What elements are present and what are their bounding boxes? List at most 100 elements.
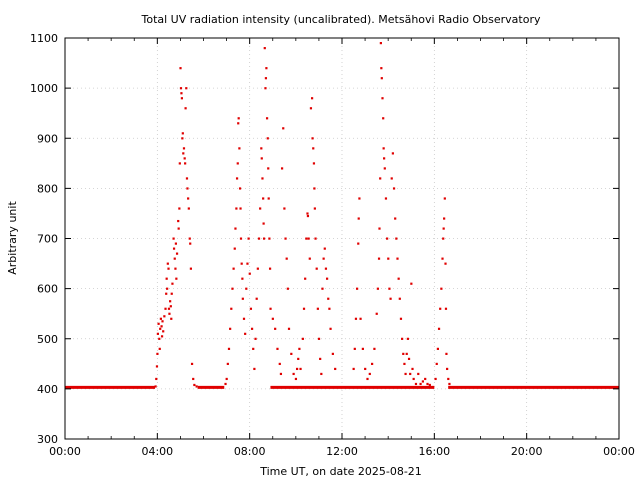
data-point	[302, 307, 306, 310]
data-point	[388, 287, 391, 290]
data-point	[234, 227, 237, 230]
x-tick-label: 04:00	[141, 445, 173, 458]
data-point	[253, 367, 256, 371]
data-point	[361, 347, 364, 350]
data-point	[262, 222, 265, 225]
data-point	[235, 207, 238, 210]
data-point	[178, 162, 181, 165]
data-point	[421, 380, 424, 383]
data-point	[331, 352, 334, 355]
data-point	[448, 382, 451, 386]
data-point	[226, 362, 229, 366]
y-tick-label: 900	[37, 132, 58, 145]
data-point	[403, 362, 406, 366]
data-point	[442, 237, 445, 240]
data-point	[282, 127, 285, 130]
data-point	[264, 77, 268, 80]
data-point	[394, 217, 397, 220]
data-point	[180, 92, 183, 95]
data-point	[357, 217, 360, 220]
data-point	[248, 272, 251, 275]
data-point	[329, 327, 332, 330]
data-point	[327, 297, 330, 300]
data-point	[160, 335, 164, 338]
data-point	[315, 267, 318, 270]
data-point	[260, 147, 263, 150]
chart-title: Total UV radiation intensity (uncalibrat…	[141, 13, 541, 26]
data-point	[157, 322, 160, 325]
data-point	[161, 320, 164, 323]
data-point	[271, 317, 274, 320]
data-point	[366, 377, 369, 381]
data-point	[237, 117, 240, 120]
data-point	[444, 307, 448, 310]
data-point	[166, 262, 169, 265]
y-tick-label: 1000	[30, 82, 58, 95]
data-point	[265, 117, 269, 120]
data-point	[443, 197, 446, 200]
data-point	[383, 157, 386, 160]
data-point	[250, 327, 254, 330]
data-point	[246, 262, 249, 265]
data-point	[306, 212, 309, 215]
data-point	[175, 252, 179, 255]
data-point	[184, 107, 187, 110]
data-point	[173, 257, 176, 260]
data-point	[306, 214, 310, 218]
data-point	[263, 47, 266, 50]
data-point	[328, 307, 331, 310]
data-point	[319, 357, 322, 360]
data-point	[232, 267, 235, 270]
data-point	[276, 347, 279, 350]
x-tick-label: 00:00	[603, 445, 635, 458]
y-tick-label: 800	[37, 182, 58, 195]
data-point	[396, 257, 399, 260]
y-tick-label: 600	[37, 283, 58, 296]
data-point	[154, 385, 157, 388]
data-point	[324, 267, 328, 270]
data-point	[156, 352, 159, 355]
data-point	[436, 347, 439, 350]
data-point	[377, 257, 381, 260]
data-point	[236, 162, 239, 165]
data-point	[353, 347, 356, 350]
data-point	[310, 97, 314, 100]
ticks-layer: 00:00 04:00 08:00 12:00 16:00 20:00 00:0030040…	[30, 32, 635, 458]
data-point	[189, 267, 193, 270]
data-point	[169, 305, 172, 308]
data-point	[255, 297, 258, 300]
data-point	[178, 207, 181, 210]
data-point	[167, 307, 171, 310]
data-point	[229, 327, 232, 330]
data-point	[185, 177, 189, 180]
data-point	[313, 207, 316, 210]
data-point	[244, 332, 247, 335]
data-point	[185, 87, 188, 90]
data-point	[168, 312, 171, 315]
data-point	[285, 257, 288, 260]
data-point	[235, 177, 239, 180]
data-point	[308, 257, 311, 260]
data-point	[240, 262, 243, 265]
y-tick-label: 500	[37, 333, 58, 346]
data-point	[274, 327, 277, 330]
grid-layer	[65, 38, 619, 439]
data-point	[405, 352, 408, 355]
data-point	[287, 327, 291, 330]
data-point	[419, 382, 422, 386]
data-point	[364, 367, 367, 371]
data-point	[297, 357, 300, 360]
data-point	[379, 177, 382, 180]
y-tick-label: 400	[37, 383, 58, 396]
x-tick-label: 20:00	[511, 445, 543, 458]
data-point	[417, 372, 420, 376]
data-point	[410, 282, 413, 285]
data-point	[163, 315, 166, 318]
data-point	[390, 177, 393, 180]
data-point	[165, 292, 168, 295]
data-point	[175, 277, 178, 280]
data-point	[182, 147, 186, 150]
data-point	[239, 237, 243, 240]
data-point	[177, 227, 180, 230]
data-layer	[65, 42, 619, 389]
